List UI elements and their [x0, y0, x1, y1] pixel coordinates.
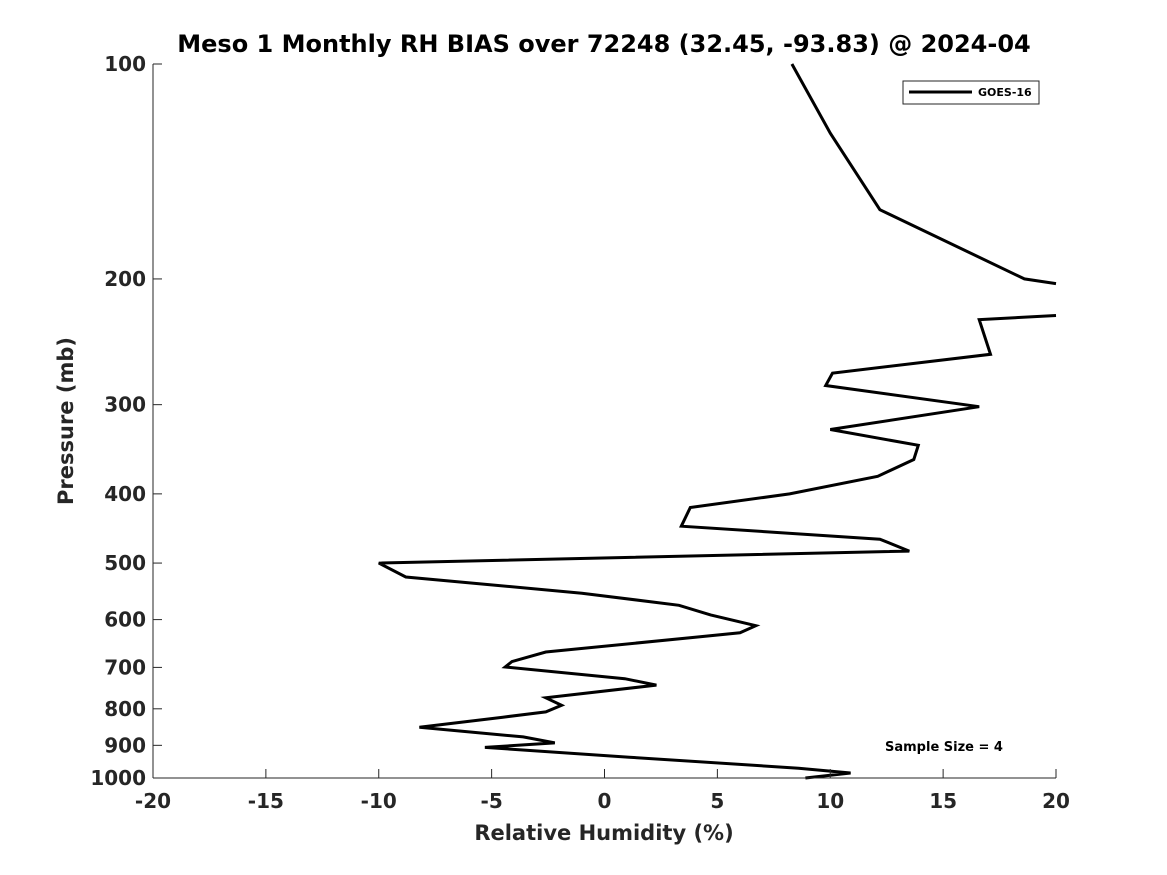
y-tick-label: 100 [104, 52, 146, 76]
x-tick-label: 15 [929, 789, 957, 813]
y-tick-label: 1000 [90, 766, 146, 790]
series-line-goes16 [378, 314, 1057, 780]
y-tick-label: 200 [104, 267, 146, 291]
x-tick-label: -20 [135, 789, 171, 813]
legend-label-goes16: GOES-16 [978, 86, 1032, 99]
x-tick-label: 5 [710, 789, 724, 813]
plot-area: -20 -15 -10 -5 0 5 10 15 20 100 200 300 400 500 600 70… [90, 52, 1070, 813]
legend: GOES-16 [902, 80, 1040, 105]
y-tick-label: 600 [104, 608, 146, 632]
series-layer [378, 63, 1057, 780]
y-tick-label: 300 [104, 393, 146, 417]
series-line-goes16 [790, 63, 1057, 286]
x-tick-label: 0 [598, 789, 612, 813]
x-tick-label: -15 [248, 789, 284, 813]
x-axis-label: Relative Humidity (%) [474, 821, 733, 845]
x-tick-label: -5 [481, 789, 503, 813]
x-tick-label: 20 [1042, 789, 1070, 813]
y-tick-label: 900 [104, 733, 146, 757]
y-tick-label: 700 [104, 655, 146, 679]
y-tick-label: 800 [104, 697, 146, 721]
x-ticks: -20 -15 -10 -5 0 5 10 15 20 [135, 769, 1070, 813]
y-axis-label: Pressure (mb) [54, 337, 78, 505]
y-tick-label: 400 [104, 482, 146, 506]
x-tick-label: -10 [361, 789, 397, 813]
x-tick-label: 10 [816, 789, 844, 813]
sample-size-note: Sample Size = 4 [885, 740, 1003, 755]
chart-title: Meso 1 Monthly RH BIAS over 72248 (32.45… [177, 30, 1030, 58]
y-tick-label: 500 [104, 551, 146, 575]
y-ticks: 100 200 300 400 500 600 700 800 900 1000 [90, 52, 162, 790]
